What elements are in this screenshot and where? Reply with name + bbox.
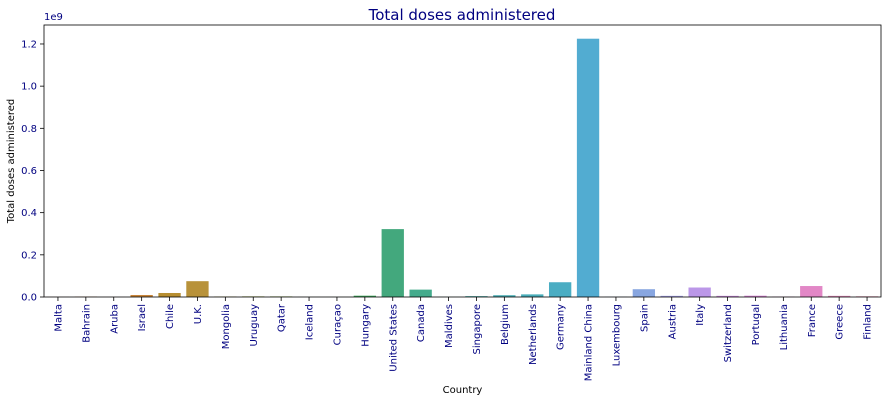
x-tick-label: Hungary: [360, 304, 371, 347]
bar-austria: [660, 295, 683, 297]
x-tick-label: Canada: [416, 304, 427, 342]
y-ticks: 0.0 0.2 0.4 0.6 0.8 1.0 1.2: [21, 39, 44, 304]
x-tick-label: Mongolia: [221, 304, 232, 349]
x-tick-label: Germany: [556, 304, 567, 350]
x-tick-label: Switzerland: [723, 304, 734, 362]
y-tick-label: 0.8: [21, 124, 37, 135]
x-tick-label: Luxembourg: [611, 304, 622, 366]
x-tick-label: Spain: [639, 304, 650, 332]
chart-title: Total doses administered: [368, 6, 556, 24]
x-tick-label: Netherlands: [528, 304, 539, 365]
bar-germany: [548, 282, 572, 297]
x-tick-label: France: [807, 304, 818, 337]
x-tick-label: U.K.: [193, 304, 204, 324]
x-tick-label: Chile: [165, 304, 176, 329]
bar-netherlands: [521, 294, 544, 297]
bar-israel: [130, 294, 153, 297]
y-tick-label: 0.0: [21, 293, 37, 304]
plot-frame: [43, 24, 882, 298]
y-axis-title: Total doses administered: [6, 99, 17, 225]
bar-singapore: [465, 296, 488, 297]
y-tick-label: 0.6: [21, 166, 37, 177]
y-tick-label: 0.4: [21, 208, 37, 219]
bar-hungary: [353, 295, 377, 297]
x-tick-label: Malta: [53, 304, 64, 332]
bar-chile: [158, 292, 181, 297]
y-tick-label: 0.2: [21, 250, 37, 261]
y-tick-label: 1.2: [21, 39, 37, 50]
bar-mainland-china: [576, 38, 600, 298]
x-tick-label: Italy: [695, 304, 706, 326]
bar-spain: [632, 289, 656, 297]
x-ticks: Malta Bahrain Aruba Israel Chile U.K. Mongolia…: [53, 297, 874, 381]
x-tick-label: Curaçao: [332, 304, 343, 345]
bars-group: [46, 38, 879, 298]
x-tick-label: Greece: [835, 304, 846, 340]
x-tick-label: Portugal: [751, 304, 762, 345]
x-axis-title: Country: [443, 385, 483, 396]
bar-switzerland: [716, 295, 739, 297]
bar-canada: [409, 289, 432, 297]
x-tick-label: Finland: [863, 304, 874, 340]
bar-belgium: [493, 295, 516, 297]
x-tick-label: Qatar: [277, 303, 288, 332]
x-tick-label: Singapore: [472, 304, 483, 354]
bar-portugal: [744, 295, 767, 297]
x-tick-label: Maldives: [444, 304, 455, 348]
x-tick-label: Aruba: [109, 304, 120, 334]
bar-u-k-: [186, 281, 209, 297]
bar-france: [800, 286, 823, 297]
x-tick-label: Belgium: [500, 304, 511, 345]
bar-italy: [688, 287, 711, 297]
y-axis-offset-label: 1e9: [44, 12, 63, 23]
x-tick-label: Iceland: [305, 304, 316, 340]
bar-united-states: [381, 229, 404, 297]
x-tick-label: Lithuania: [779, 304, 790, 350]
y-tick-label: 1.0: [21, 82, 37, 93]
x-tick-label: Israel: [137, 304, 148, 331]
x-tick-label: United States: [388, 304, 399, 372]
x-tick-label: Uruguay: [249, 304, 260, 347]
x-tick-label: Bahrain: [81, 304, 92, 343]
x-tick-label: Austria: [667, 304, 678, 339]
x-tick-label: Mainland China: [584, 304, 595, 381]
bar-greece: [827, 295, 851, 297]
